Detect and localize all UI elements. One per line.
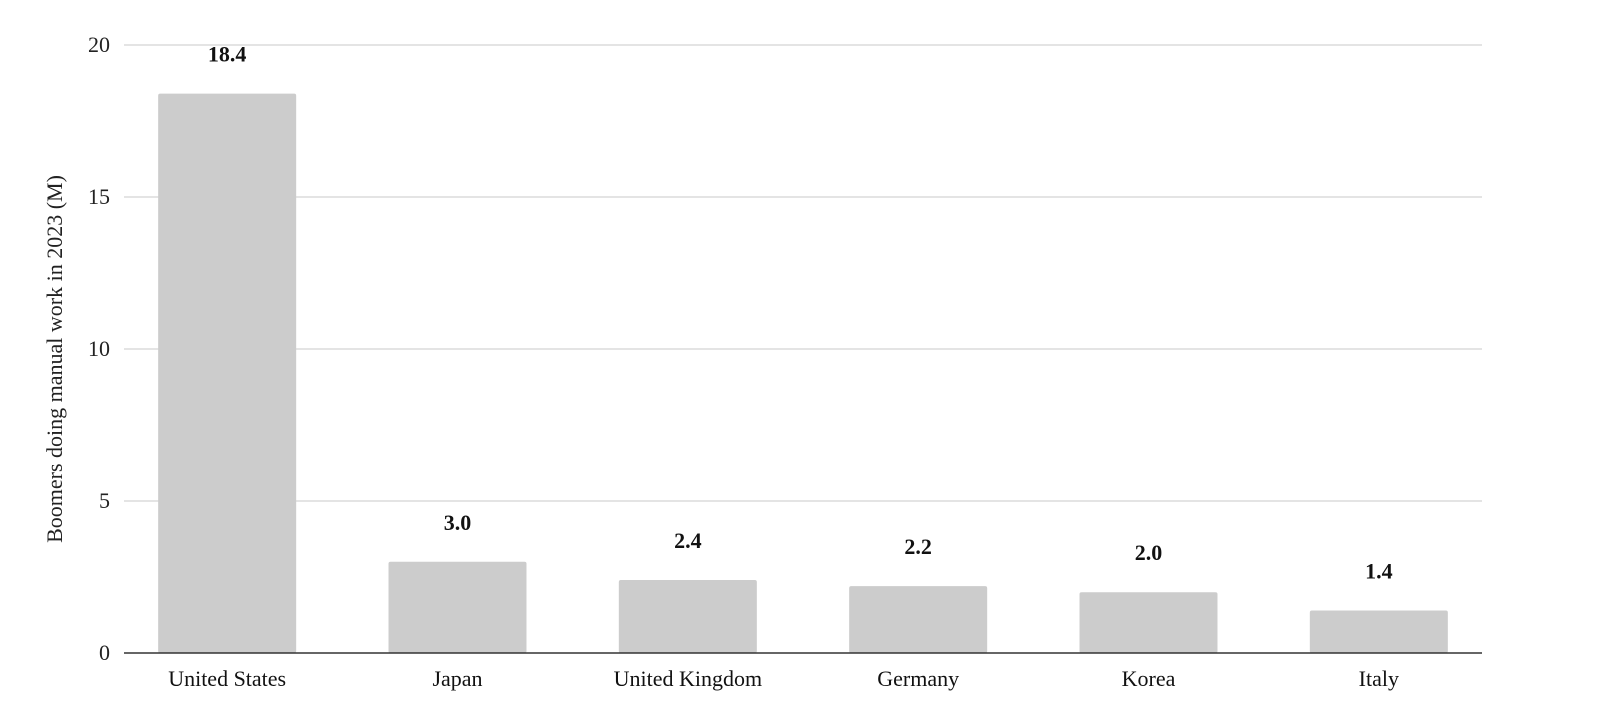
x-category-label: United Kingdom bbox=[614, 666, 763, 691]
x-category-label: Korea bbox=[1122, 666, 1176, 691]
y-axis-title: Boomers doing manual work in 2023 (M) bbox=[42, 175, 67, 543]
x-category-label: Japan bbox=[432, 666, 482, 691]
gridlines bbox=[124, 44, 1482, 502]
data-labels: 18.4 3.0 2.4 2.2 2.0 1.4 bbox=[208, 42, 1393, 584]
y-axis-ticks: 0 5 10 15 20 bbox=[88, 32, 110, 665]
x-category-label: Germany bbox=[877, 666, 959, 691]
y-tick-label: 20 bbox=[88, 32, 110, 57]
bars bbox=[158, 93, 1448, 653]
x-category-label: Italy bbox=[1359, 666, 1399, 691]
y-tick-label: 10 bbox=[88, 336, 110, 361]
data-label: 3.0 bbox=[444, 510, 472, 535]
bar bbox=[158, 93, 297, 653]
data-label: 2.4 bbox=[674, 528, 702, 553]
x-category-label: United States bbox=[168, 666, 286, 691]
data-label: 1.4 bbox=[1365, 558, 1393, 583]
data-label: 18.4 bbox=[208, 42, 247, 67]
bar bbox=[1309, 610, 1448, 653]
bar bbox=[388, 561, 527, 653]
data-label: 2.2 bbox=[904, 534, 932, 559]
y-tick-label: 15 bbox=[88, 184, 110, 209]
data-label: 2.0 bbox=[1135, 540, 1163, 565]
x-axis-categories: United States Japan United Kingdom Germany K… bbox=[168, 666, 1399, 691]
y-tick-label: 0 bbox=[99, 640, 110, 665]
y-tick-label: 5 bbox=[99, 488, 110, 513]
bar bbox=[849, 586, 988, 653]
bar bbox=[1079, 592, 1218, 653]
bar bbox=[618, 580, 757, 653]
